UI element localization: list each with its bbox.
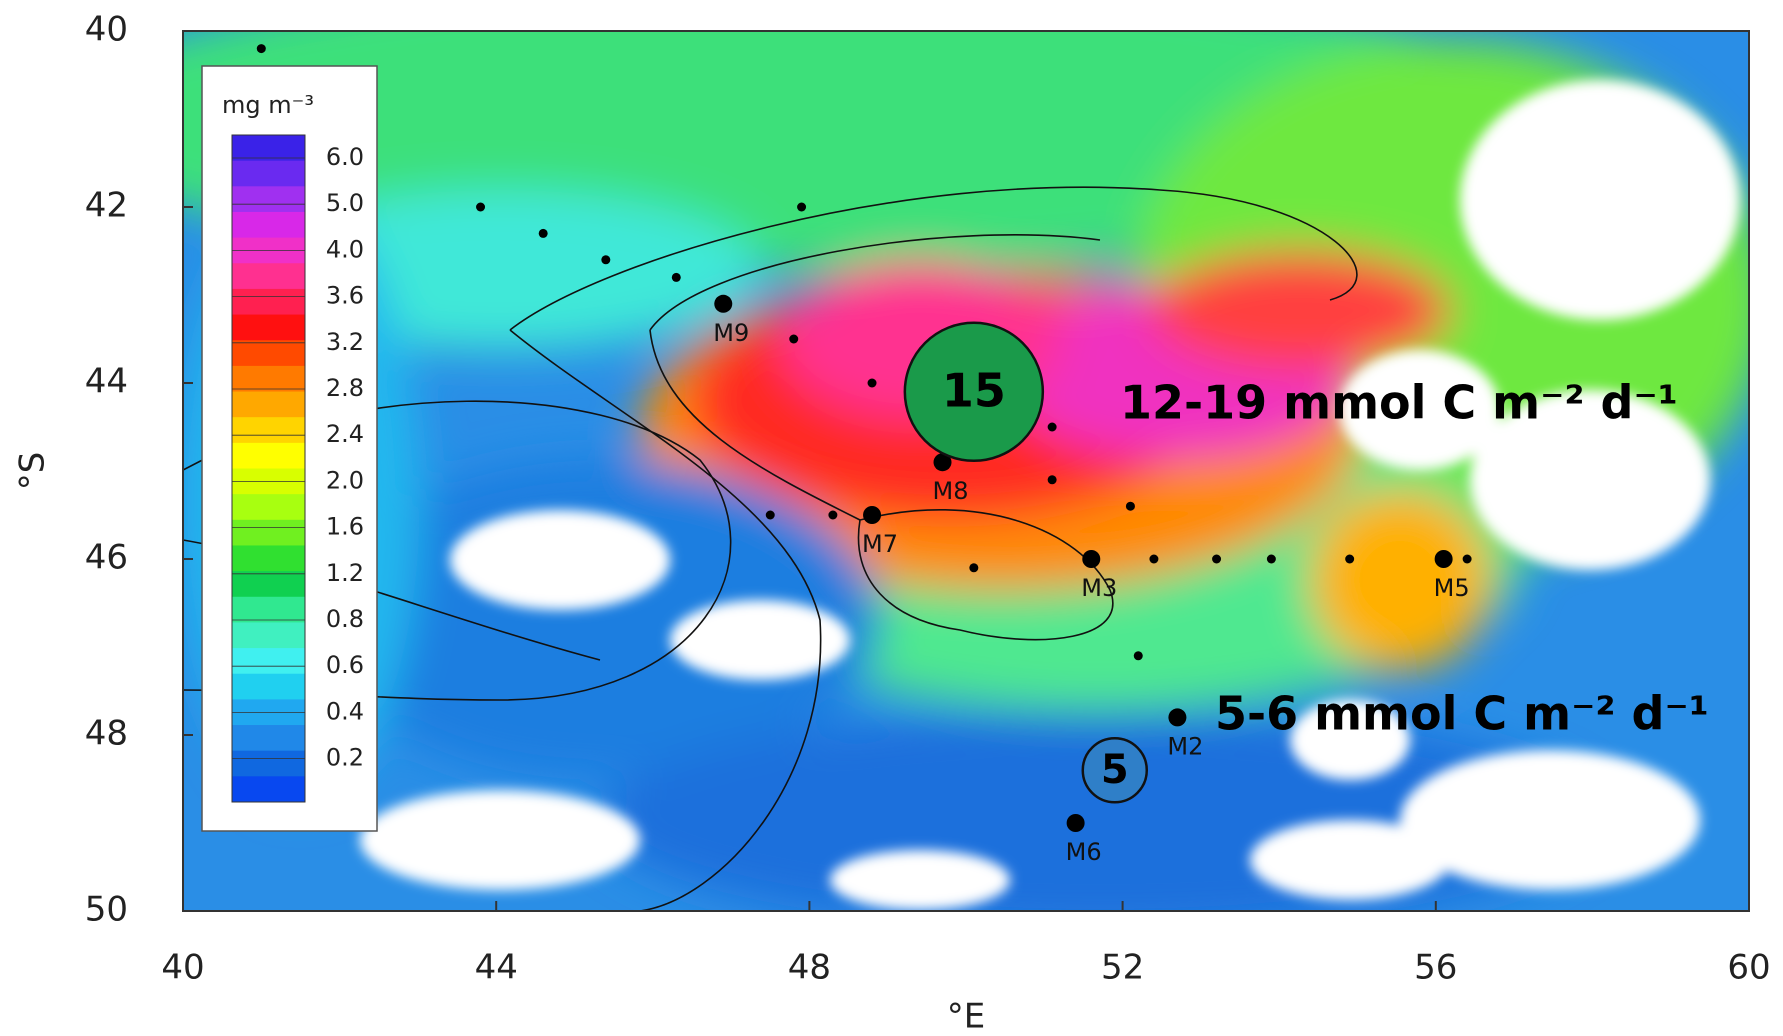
colorbar-tick-label: 3.2 [326, 328, 364, 356]
flux-value: 15 [942, 363, 1006, 417]
colorbar-swatch [232, 161, 305, 187]
station-dot [601, 255, 610, 264]
flux-range: 5-6 mmol C m⁻² d⁻¹ [1215, 687, 1709, 741]
colorbar-swatch [232, 571, 305, 597]
colorbar-swatch [232, 776, 305, 802]
x-tick-label: 56 [1414, 948, 1457, 988]
station-label: M8 [933, 477, 969, 505]
station-dot [1345, 555, 1354, 564]
colorbar: mg m⁻³ 6.0 5.0 4.0 3.6 3.2 2.8 2.4 2.0 1.6 1.2 0.8… [202, 66, 377, 831]
station-dot [1463, 555, 1472, 564]
y-tick-label: 40 [85, 10, 128, 50]
colorbar-swatch [232, 186, 305, 212]
colorbar-tick-label: 0.2 [326, 744, 364, 772]
colorbar-swatch [232, 263, 305, 289]
colorbar-swatch [232, 289, 305, 315]
colorbar-tick-label: 0.4 [326, 697, 364, 725]
colorbar-swatch [232, 417, 305, 443]
y-tick-label: 48 [85, 714, 128, 754]
y-tick-label: 44 [85, 362, 128, 402]
colorbar-tick-label: 5.0 [326, 189, 364, 217]
colorbar-tick-label: 2.0 [326, 466, 364, 494]
colorbar-swatch [232, 135, 305, 161]
colorbar-swatch [232, 340, 305, 366]
y-tick-label: 46 [85, 538, 128, 578]
colorbar-tick-label: 1.2 [326, 559, 364, 587]
station-label: M7 [862, 530, 898, 558]
colorbar-swatch [232, 212, 305, 238]
station-label: M6 [1066, 838, 1102, 866]
station-label: M3 [1081, 574, 1117, 602]
station-dot [672, 273, 681, 282]
colorbar-tick-label: 0.6 [326, 651, 364, 679]
station-dot [1126, 502, 1135, 511]
colorbar-tick-label: 6.0 [326, 143, 364, 171]
colorbar-swatch [232, 520, 305, 546]
colorbar-swatch [232, 494, 305, 520]
x-tick-label: 40 [161, 948, 204, 988]
station-marker [1082, 550, 1100, 568]
colorbar-swatch [232, 751, 305, 777]
station-dot [828, 511, 837, 520]
x-tick-label: 52 [1101, 948, 1144, 988]
station-label: M9 [713, 319, 749, 347]
station-dot [1134, 651, 1143, 660]
y-axis-label: °S [13, 452, 53, 491]
x-axis-label: °E [947, 997, 985, 1036]
colorbar-tick-label: 3.6 [326, 282, 364, 310]
station-dot [1048, 423, 1057, 432]
station-dot [868, 379, 877, 388]
colorbar-swatch [232, 597, 305, 623]
colorbar-swatch [232, 648, 305, 674]
station-dot [539, 229, 548, 238]
colorbar-swatch [232, 392, 305, 418]
colorbar-tick-label: 1.6 [326, 513, 364, 541]
station-dot [257, 44, 266, 53]
map: 40 44 48 52 56 60 40 42 44 46 48 50 °E °S M9 M8 M7 M3 M… [0, 0, 1783, 1036]
colorbar-swatch [232, 725, 305, 751]
colorbar-tick-label: 2.4 [326, 420, 364, 448]
station-dot [476, 203, 485, 212]
station-label: M5 [1434, 574, 1470, 602]
station-marker [863, 506, 881, 524]
colorbar-swatch [232, 622, 305, 648]
colorbar-swatch [232, 366, 305, 392]
station-marker [1168, 708, 1186, 726]
station-dot [766, 511, 775, 520]
station-dot [1048, 475, 1057, 484]
station-dot [1267, 555, 1276, 564]
station-dot [789, 335, 798, 344]
page: 40 44 48 52 56 60 40 42 44 46 48 50 °E °S M9 M8 M7 M3 M… [0, 0, 1783, 1036]
x-tick-label: 44 [475, 948, 518, 988]
colorbar-unit: mg m⁻³ [222, 91, 314, 119]
colorbar-swatch [232, 315, 305, 341]
station-dot [797, 203, 806, 212]
x-tick-label: 60 [1727, 948, 1770, 988]
station-label: M2 [1167, 732, 1203, 760]
station-marker [714, 295, 732, 313]
colorbar-swatch [232, 545, 305, 571]
colorbar-tick-label: 2.8 [326, 374, 364, 402]
colorbar-tick-label: 4.0 [326, 235, 364, 263]
station-marker [1435, 550, 1453, 568]
station-dot [1212, 555, 1221, 564]
flux-value: 5 [1101, 747, 1129, 793]
y-tick-label: 50 [85, 890, 128, 930]
x-tick-label: 48 [788, 948, 831, 988]
station-dot [1149, 555, 1158, 564]
station-marker [1067, 814, 1085, 832]
colorbar-swatch [232, 443, 305, 469]
y-tick-label: 42 [85, 186, 128, 226]
colorbar-swatch [232, 674, 305, 700]
colorbar-tick-label: 0.8 [326, 605, 364, 633]
station-dot [969, 563, 978, 572]
flux-range: 12-19 mmol C m⁻² d⁻¹ [1120, 376, 1678, 430]
